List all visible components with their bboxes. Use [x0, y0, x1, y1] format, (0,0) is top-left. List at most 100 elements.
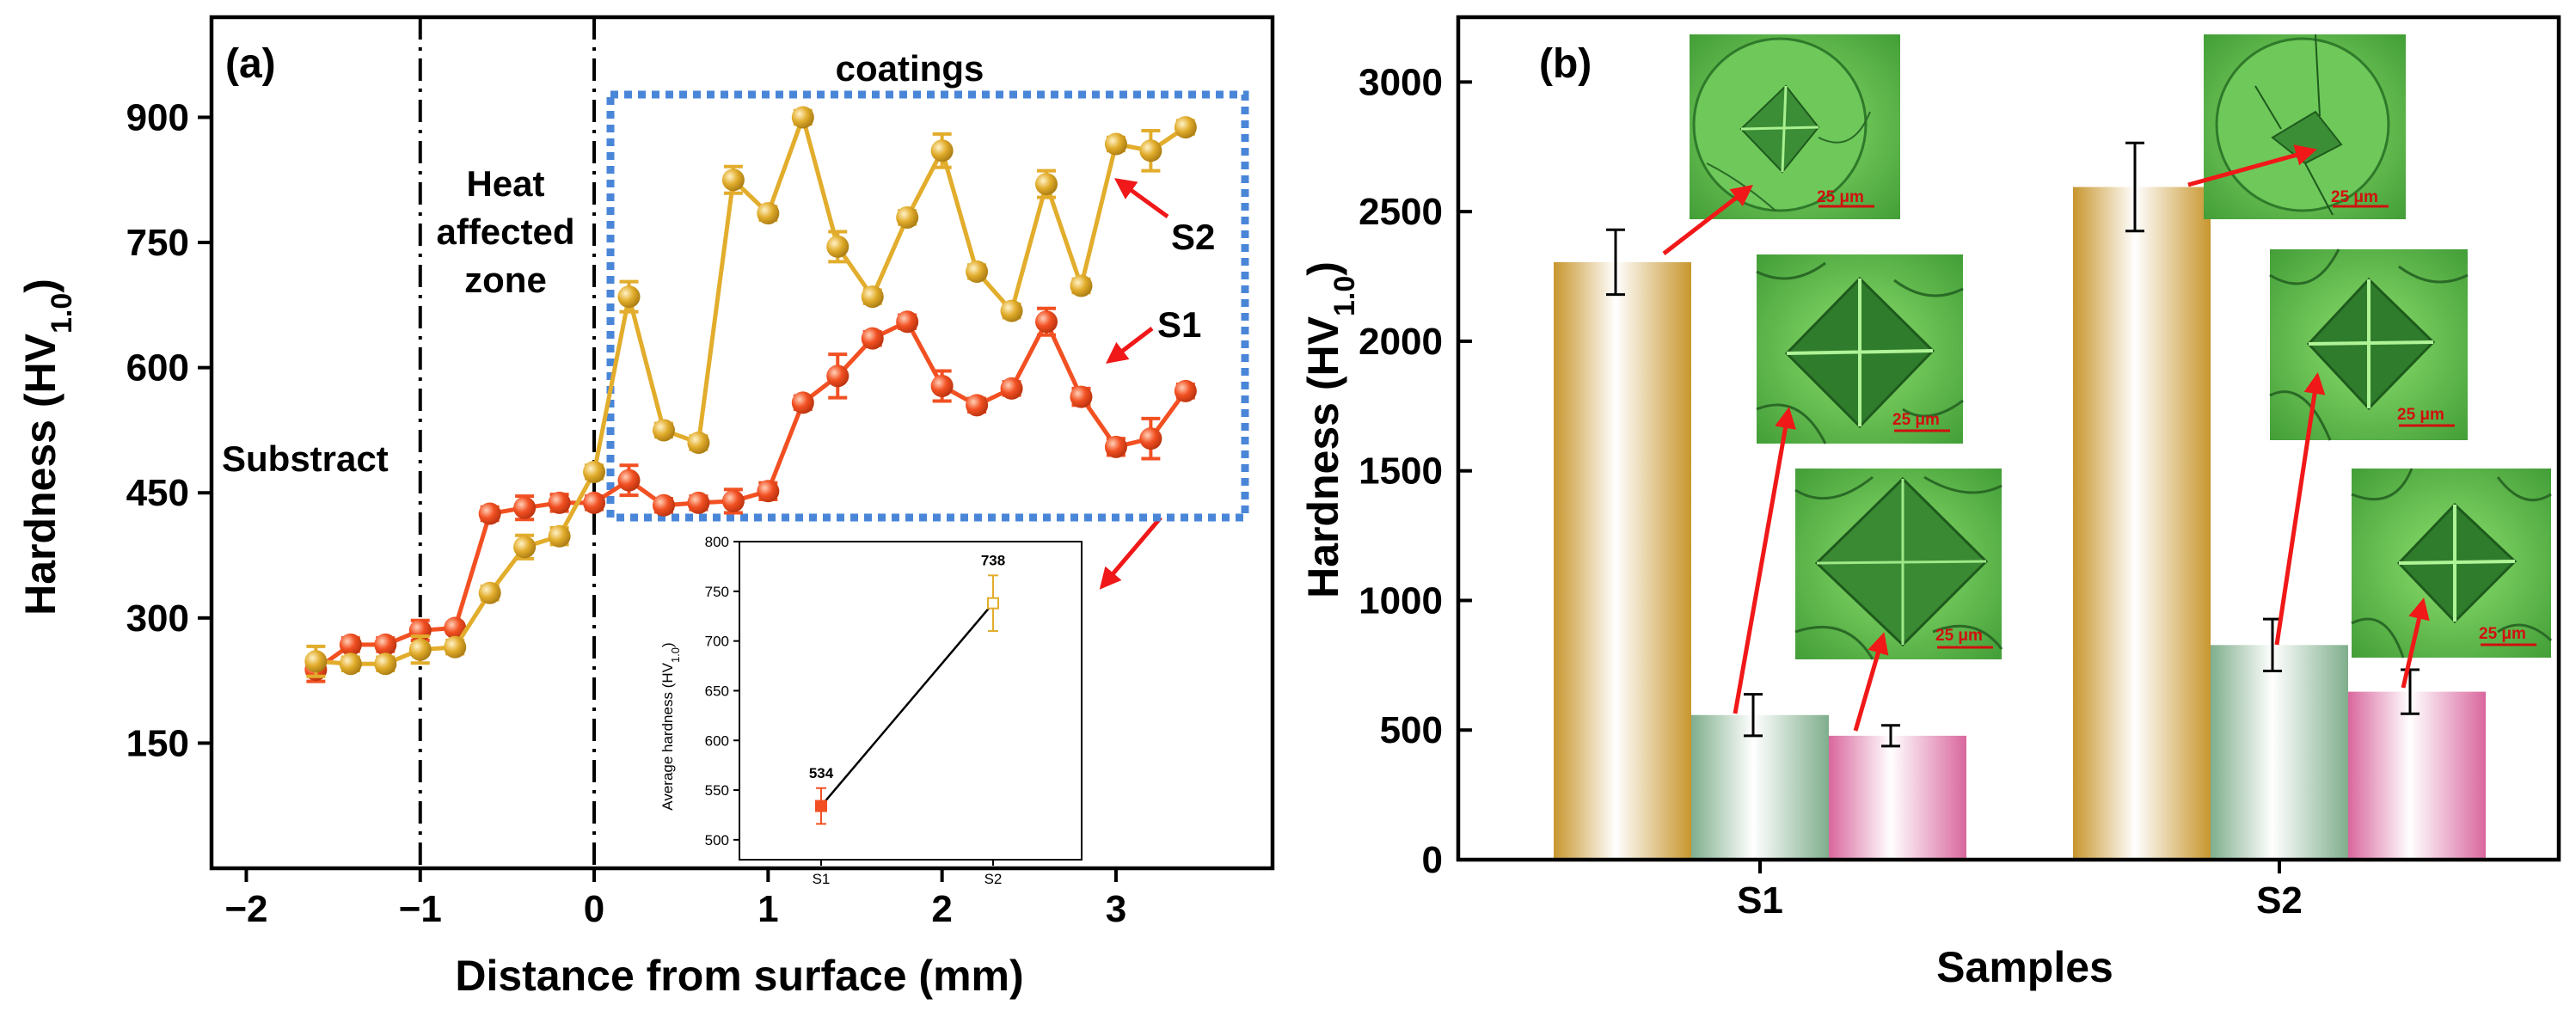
panel-b-axes-frame	[1456, 15, 2561, 862]
data-point-s2	[1070, 274, 1093, 297]
data-point-s2	[1139, 139, 1162, 162]
annotation-s1: S1	[1157, 304, 1201, 345]
data-point-s1	[374, 633, 397, 656]
series-line-s1	[314, 316, 1187, 672]
data-point-s1	[617, 469, 641, 492]
arrow-to-s2	[1113, 178, 1169, 219]
data-point-s1	[339, 633, 362, 656]
bar-s2-phase-3	[2348, 691, 2486, 860]
panel-b-y-tick-label: 2000	[1359, 321, 1443, 363]
micrograph-s2-phase1: 25 μm	[2204, 34, 2406, 219]
data-point-s2	[583, 460, 606, 483]
data-point-s1	[1139, 427, 1162, 450]
arrow-s2-phase3	[2401, 597, 2430, 689]
data-point-s2	[896, 205, 919, 229]
data-point-s2	[617, 285, 641, 309]
micrograph-s1-phase2: 25 μm	[1756, 254, 1964, 444]
data-point-s2	[757, 202, 780, 225]
inset-data-point	[815, 800, 827, 812]
data-point-s1	[1104, 435, 1127, 458]
data-point-s1	[1174, 379, 1197, 402]
arrow-s1-phase1	[1662, 184, 1753, 255]
data-point-s2	[652, 419, 675, 442]
arrow-s1-phase2	[1733, 407, 1796, 714]
data-point-s2	[1035, 173, 1058, 196]
data-point-s2	[687, 432, 710, 454]
inset-y-tick-label: 750	[705, 584, 729, 600]
panel-b-y-axis-title: Hardness (HV1.0)	[1299, 261, 1361, 598]
panel-b-y-tick-label: 2500	[1359, 191, 1443, 233]
micrograph-s1-phase2-scale: 25 μm	[1892, 411, 1940, 429]
panel-b-x-tick-label: S2	[2256, 879, 2303, 922]
panel-b-plot-area: 0 500 1000 1500 2000 2500 3000 S1 S2	[1359, 15, 2561, 922]
panel-a-y-tick-label: 600	[126, 347, 189, 389]
inset-x-tick-label: S1	[813, 871, 831, 887]
inset-axes-frame	[739, 541, 1083, 861]
data-point-s2	[444, 635, 467, 659]
data-point-s2	[1104, 132, 1127, 156]
panel-a-plot-area: −2 −1 0 1 2 3 150 300 450 600 750 900	[126, 15, 1275, 930]
data-point-s1	[826, 365, 849, 388]
panel-b-y-tick-label: 1500	[1359, 450, 1443, 493]
data-point-s2	[304, 650, 328, 673]
inset-y-tick-label: 800	[705, 534, 729, 550]
series-line-s2	[316, 110, 1187, 666]
coatings-region-box	[606, 90, 1249, 522]
panel-a-x-axis-title: Distance from surface (mm)	[455, 952, 1023, 1000]
bar-s1-phase-1	[1554, 261, 1691, 860]
panel-a-y-tick-label: 150	[126, 722, 189, 764]
data-point-s1	[966, 394, 989, 417]
inset-y-tick-label: 550	[705, 782, 729, 799]
inset-y-tick-label: 650	[705, 683, 729, 699]
inset-y-axis-title: Average hardness (HV1.0)	[659, 642, 682, 810]
panel-a-x-tick-label: 1	[757, 888, 778, 930]
panel-a-y-tick-label: 450	[126, 472, 189, 514]
arrow-s2-phase1	[2187, 144, 2317, 187]
panel-a-y-tick-label: 900	[126, 96, 189, 138]
data-point-s2	[408, 638, 432, 661]
micrograph-s1-phase1-scale: 25 μm	[1817, 188, 1864, 206]
micrograph-s2-phase2-scale: 25 μm	[2397, 406, 2444, 424]
inset-value-label: 534	[809, 765, 834, 781]
micrograph-s2-phase3: 25 μm	[2351, 468, 2553, 659]
data-point-s2	[930, 139, 954, 162]
panel-b-bar-chart: 0 500 1000 1500 2000 2500 3000 S1 S2 (b) Samples…	[1299, 15, 2561, 991]
panel-a-line-chart: (a) Substract Heat affected zone coating…	[16, 15, 1275, 1000]
data-point-s2	[826, 235, 849, 258]
panel-b-y-tick-label: 500	[1380, 709, 1443, 751]
annotation-haz-line1: Heat	[466, 163, 544, 204]
panel-b-y-tick-label: 3000	[1359, 61, 1443, 103]
data-point-s1	[1000, 377, 1023, 400]
micrograph-s1-phase1: 25 μm	[1690, 34, 1900, 219]
arrow-to-s1	[1106, 327, 1154, 365]
data-point-s1	[757, 480, 780, 503]
panel-a-annotations: (a) Substract Heat affected zone coating…	[222, 41, 1215, 590]
inset-trend-line	[820, 602, 994, 807]
data-point-s2	[513, 536, 537, 559]
bar-s1-phase-3	[1829, 735, 1966, 860]
panel-a-inset-chart: Average hardness (HV1.0) 500 550 600 650 700…	[659, 534, 1083, 887]
annotation-s2: S2	[1171, 217, 1215, 257]
panel-a-axes-frame	[209, 15, 1275, 871]
panel-a-y-tick-label: 300	[126, 597, 189, 640]
micrograph-s2-phase3-scale: 25 μm	[2479, 625, 2526, 643]
data-point-s1	[791, 391, 814, 414]
data-point-s2	[1000, 299, 1023, 322]
data-point-s1	[896, 310, 919, 334]
indentation-micrographs: 25 μm 25 μm 25 μm	[1662, 34, 2553, 732]
panel-a-label: (a)	[225, 41, 276, 87]
data-point-s2	[548, 524, 571, 548]
data-point-s1	[513, 496, 537, 519]
data-point-s1	[1070, 385, 1093, 408]
data-point-s2	[478, 581, 501, 604]
bar-s2-phase-2	[2211, 645, 2348, 860]
annotation-coatings: coatings	[836, 48, 984, 89]
inset-x-tick-label: S2	[984, 871, 1003, 887]
panel-b-y-tick-label: 0	[1422, 839, 1443, 881]
inset-plot-area: 500 550 600 650 700 750 800 S1 S2 534 738	[705, 534, 1083, 887]
micrograph-s2-phase2: 25 μm	[2269, 248, 2469, 441]
data-point-s2	[721, 168, 745, 192]
panel-a-y-axis-title: Hardness (HV1.0)	[16, 279, 78, 616]
data-point-s2	[1174, 116, 1197, 139]
